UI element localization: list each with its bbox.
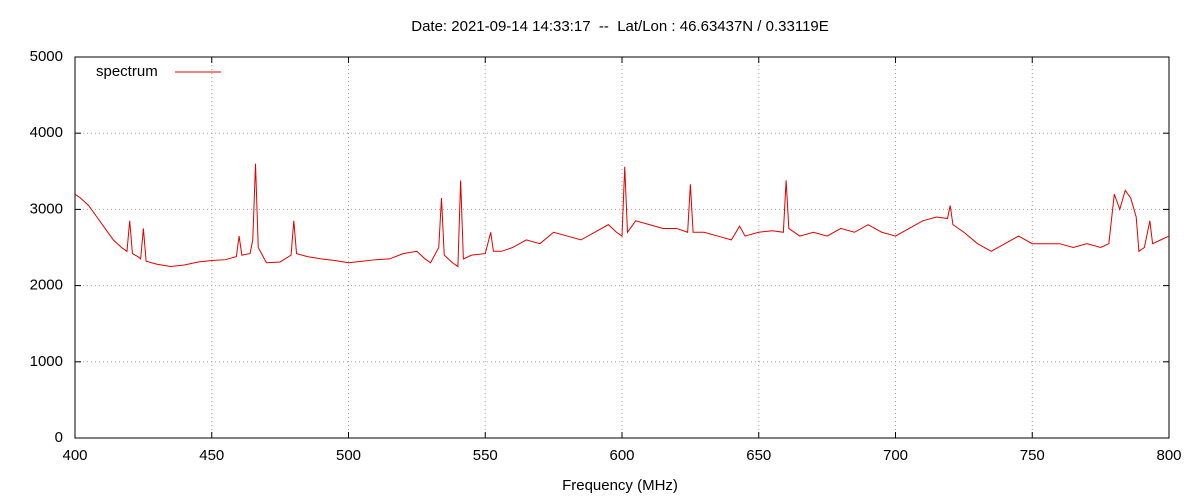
y-tick-label: 0 bbox=[55, 429, 63, 446]
legend-label: spectrum bbox=[96, 63, 158, 80]
y-tick-label: 1000 bbox=[30, 353, 63, 370]
y-tick-label: 4000 bbox=[30, 124, 63, 141]
x-tick-label: 400 bbox=[62, 447, 87, 464]
x-tick-label: 500 bbox=[336, 447, 361, 464]
x-tick-label: 450 bbox=[199, 447, 224, 464]
x-tick-label: 750 bbox=[1020, 447, 1045, 464]
x-tick-label: 650 bbox=[746, 447, 771, 464]
y-tick-label: 3000 bbox=[30, 200, 63, 217]
chart-title: Date: 2021-09-14 14:33:17 -- Lat/Lon : 4… bbox=[411, 18, 829, 35]
y-tick-label: 2000 bbox=[30, 277, 63, 294]
y-tick-label: 5000 bbox=[30, 48, 63, 65]
x-tick-label: 700 bbox=[883, 447, 908, 464]
spectrum-line bbox=[74, 163, 1170, 268]
x-axis-label: Frequency (MHz) bbox=[562, 477, 678, 494]
x-tick-label: 600 bbox=[609, 447, 634, 464]
x-tick-label: 800 bbox=[1156, 447, 1181, 464]
plot-frame bbox=[74, 56, 1170, 439]
x-tick-label: 550 bbox=[473, 447, 498, 464]
